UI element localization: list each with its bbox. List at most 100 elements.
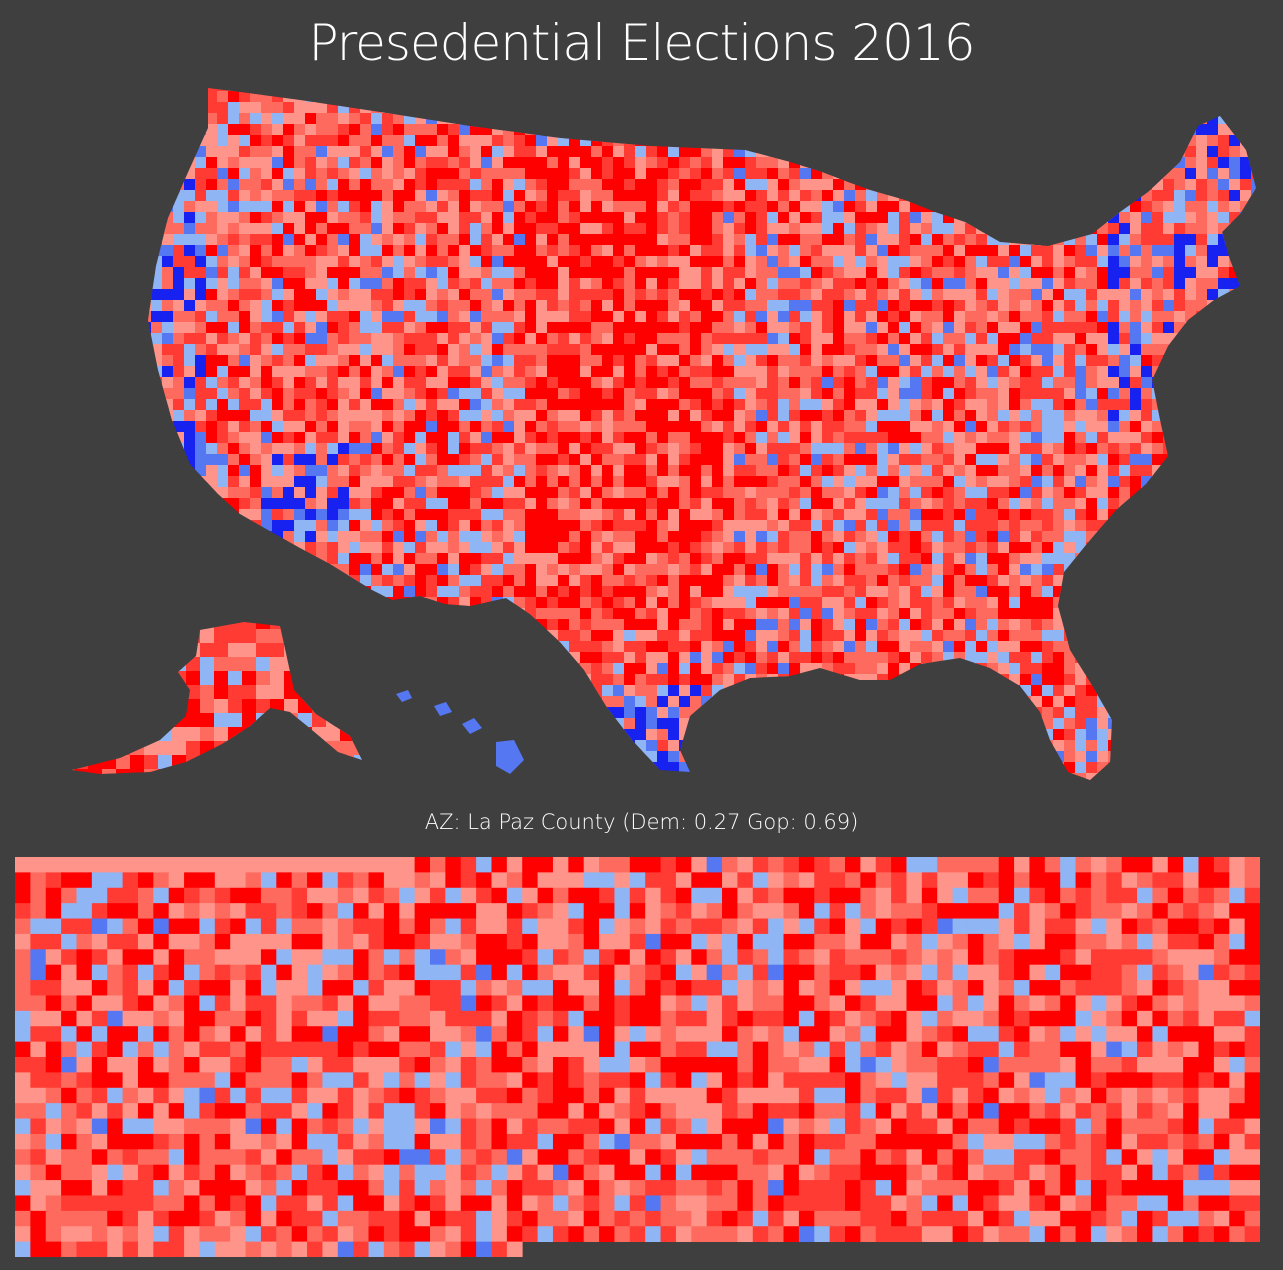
conus-county: [1152, 146, 1164, 158]
conus-county: [855, 355, 867, 367]
conus-county: [965, 168, 977, 180]
conus-county: [613, 443, 625, 455]
conus-county: [668, 410, 680, 422]
conus-county: [1152, 377, 1164, 389]
conus-county: [745, 520, 757, 532]
conus-county: [789, 564, 801, 576]
conus-county: [148, 454, 163, 466]
conus-county: [1009, 586, 1021, 598]
conus-county: [602, 597, 614, 609]
conus-county: [151, 88, 174, 92]
conus-county: [492, 355, 504, 367]
conus-county: [1009, 597, 1021, 609]
conus-county: [404, 421, 416, 433]
conus-county: [701, 311, 713, 323]
conus-county: [1053, 476, 1065, 488]
conus-county: [1174, 498, 1186, 510]
conus-county: [459, 575, 471, 587]
conus-county: [195, 498, 218, 510]
conus-county: [558, 377, 570, 389]
conus-county: [569, 190, 581, 202]
conus-county: [371, 289, 383, 301]
conus-county: [261, 465, 273, 477]
conus-county: [1119, 454, 1131, 466]
conus-county: [360, 124, 372, 136]
conus-county: [228, 135, 240, 147]
conus-county: [921, 190, 944, 202]
conus-county: [965, 344, 977, 356]
conus-county: [657, 88, 669, 92]
conus-county: [1207, 564, 1230, 576]
conus-county: [426, 608, 449, 620]
conus-county: [525, 234, 537, 246]
conus-county: [1086, 124, 1098, 136]
conus-county: [426, 432, 438, 444]
conus-county: [1130, 542, 1142, 554]
conus-county: [943, 113, 955, 125]
conus-county: [712, 388, 724, 400]
conus-county: [283, 421, 295, 433]
conus-county: [404, 179, 416, 191]
conus-county: [448, 465, 460, 477]
conus-county: [921, 355, 933, 367]
conus-county: [349, 388, 361, 400]
conus-county: [1086, 289, 1098, 301]
conus-county: [965, 135, 977, 147]
conus-county: [173, 388, 185, 400]
conus-county: [470, 190, 482, 202]
conus-county: [1020, 542, 1032, 554]
conus-county: [569, 91, 581, 103]
conus-county: [657, 212, 669, 224]
conus-county: [514, 289, 526, 301]
conus-county: [954, 311, 966, 323]
conus-county: [206, 289, 218, 301]
conus-county: [470, 201, 482, 213]
conus-county: [448, 179, 460, 191]
conus-county: [1031, 410, 1043, 422]
conus-county: [1086, 267, 1098, 279]
conus-county: [877, 311, 889, 323]
conus-county: [1152, 520, 1175, 532]
conus-county: [437, 388, 449, 400]
conus-county: [459, 377, 471, 389]
conus-county: [1141, 443, 1153, 455]
conus-county: [1097, 509, 1109, 521]
conus-county: [459, 311, 471, 323]
conus-county: [657, 377, 669, 389]
conus-county: [195, 278, 207, 290]
conus-county: [272, 487, 284, 499]
conus-county: [272, 102, 284, 114]
conus-county: [1130, 531, 1142, 543]
conus-county: [1240, 344, 1252, 356]
conus-county: [217, 377, 229, 389]
conus-county: [448, 223, 460, 235]
conus-county: [492, 575, 504, 587]
conus-county: [778, 443, 790, 455]
conus-county: [1075, 586, 1087, 598]
conus-county: [855, 135, 867, 147]
conus-county: [1240, 289, 1256, 301]
conus-county: [1163, 344, 1175, 356]
conus-county: [1042, 608, 1054, 620]
conus-county: [745, 377, 757, 389]
conus-county: [1130, 223, 1142, 235]
conus-county: [261, 366, 273, 378]
conus-county: [250, 300, 262, 312]
conus-county: [1251, 498, 1256, 510]
conus-county: [272, 553, 284, 565]
conus-county: [349, 212, 361, 224]
conus-county: [778, 245, 790, 257]
conus-county: [481, 179, 493, 191]
conus-county: [1009, 146, 1021, 158]
conus-county: [668, 399, 680, 411]
us-county-map[interactable]: [0, 0, 1283, 800]
conus-county: [1240, 454, 1252, 466]
conus-county: [184, 190, 196, 202]
conus-county: [624, 168, 636, 180]
conus-county: [965, 454, 977, 466]
conus-county: [690, 179, 702, 191]
conus-county: [426, 135, 438, 147]
conus-county: [712, 223, 724, 235]
conus-county: [448, 124, 460, 136]
conus-county: [360, 190, 372, 202]
